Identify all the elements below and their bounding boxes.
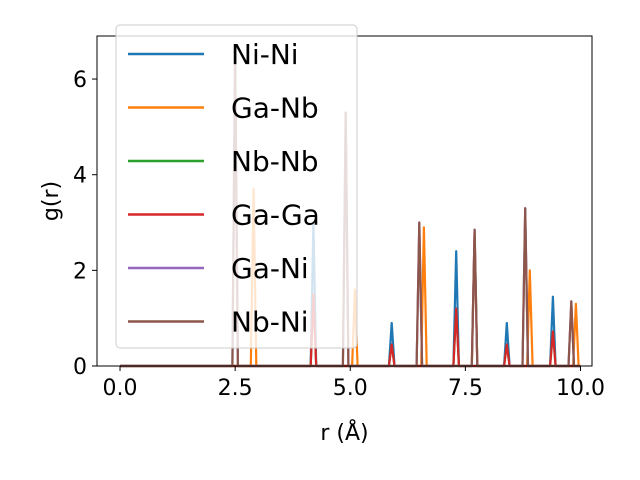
legend-label-nb-ni: Nb-Ni: [231, 306, 309, 339]
legend-entries: Ni-Ni Ga-Nb Nb-Nb Ga-Ga Ga-Ni Nb-Ni: [128, 38, 320, 339]
x-tick-label: 2.5: [218, 376, 253, 401]
legend-label-ga-nb: Ga-Nb: [231, 92, 319, 125]
legend-label-ga-ni: Ga-Ni: [231, 252, 309, 285]
x-axis: 0.0 2.5 5.0 7.5 10.0: [103, 366, 605, 401]
x-tick-label: 10.0: [556, 376, 605, 401]
x-axis-label: r (Å): [320, 419, 368, 446]
y-tick-label: 2: [73, 259, 87, 284]
legend-label-nb-nb: Nb-Nb: [231, 145, 319, 178]
x-tick-label: 7.5: [448, 376, 483, 401]
y-tick-label: 4: [73, 164, 87, 189]
y-axis-label: g(r): [39, 181, 64, 221]
x-tick-label: 0.0: [103, 376, 138, 401]
y-tick-label: 6: [73, 68, 87, 93]
legend-label-ni-ni: Ni-Ni: [231, 38, 299, 71]
legend-frame: [115, 24, 358, 349]
legend-label-ga-ga: Ga-Ga: [231, 199, 320, 232]
x-tick-label: 5.0: [333, 376, 368, 401]
y-tick-label: 0: [73, 355, 87, 380]
legend: Ni-Ni Ga-Nb Nb-Nb Ga-Ga Ga-Ni Nb-Ni: [115, 24, 358, 349]
y-axis: 0 2 4 6: [73, 68, 97, 380]
